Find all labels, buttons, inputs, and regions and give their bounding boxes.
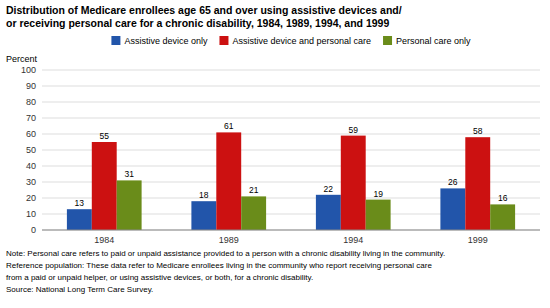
bar	[67, 209, 92, 230]
legend-swatch	[111, 36, 120, 45]
title: or receiving personal care for a chronic…	[6, 17, 389, 29]
bar	[216, 132, 241, 230]
bar	[341, 136, 366, 230]
grid-line	[42, 86, 540, 87]
y-tick-label: 60	[26, 129, 36, 139]
y-axis-label: Percent	[6, 54, 38, 64]
note: from a paid or unpaid helper, or using a…	[6, 273, 313, 282]
data-labels: 13 18 22 26 55 61 59 58 31 21 19 16	[75, 121, 508, 208]
legend: Assistive device only Assistive device an…	[111, 36, 471, 46]
x-tick-label: 1999	[468, 235, 488, 245]
bar	[191, 201, 216, 230]
note: Source: National Long Term Care Survey.	[6, 285, 153, 294]
grid-line	[42, 118, 540, 119]
grid	[42, 70, 540, 230]
bar	[440, 188, 465, 230]
y-tick-label: 70	[26, 113, 36, 123]
bar	[92, 142, 117, 230]
x-tick-label: 1984	[94, 235, 114, 245]
data-label: 16	[498, 193, 508, 203]
note: Reference population: These data refer t…	[6, 261, 432, 270]
title: Distribution of Medicare enrollees age 6…	[6, 4, 402, 16]
data-label: 21	[249, 185, 259, 195]
data-label: 31	[124, 169, 134, 179]
x-axis-line	[42, 230, 540, 231]
legend-label: Assistive device only	[124, 36, 208, 46]
y-tick-label: 20	[26, 193, 36, 203]
y-tick-label: 50	[26, 145, 36, 155]
data-label: 19	[373, 189, 383, 199]
data-label: 58	[473, 126, 483, 136]
data-label: 59	[349, 125, 359, 135]
y-tick-label: 30	[26, 177, 36, 187]
y-tick-label: 90	[26, 81, 36, 91]
chart: Distribution of Medicare enrollees age 6…	[0, 0, 550, 308]
x-tick-label: 1994	[343, 235, 363, 245]
bar	[241, 196, 266, 230]
grid-line	[42, 102, 540, 103]
y-tick-label: 0	[31, 225, 36, 235]
note: Note: Personal care refers to paid or un…	[6, 249, 445, 258]
y-tick-label: 80	[26, 97, 36, 107]
grid-line	[42, 70, 540, 71]
y-tick-label: 10	[26, 209, 36, 219]
bar	[490, 204, 515, 230]
bar	[316, 195, 341, 230]
bars	[67, 132, 515, 230]
data-label: 26	[448, 177, 458, 187]
grid-line	[42, 230, 540, 231]
data-label: 22	[324, 184, 334, 194]
data-label: 61	[224, 121, 234, 131]
bar	[366, 200, 391, 230]
data-label: 55	[100, 131, 110, 141]
bar	[117, 180, 142, 230]
data-label: 18	[199, 190, 209, 200]
y-tick-label: 40	[26, 161, 36, 171]
data-label: 13	[75, 198, 85, 208]
legend-label: Personal care only	[396, 36, 471, 46]
bar	[465, 137, 490, 230]
y-tick-label: 100	[21, 65, 36, 75]
grid-line	[42, 134, 540, 135]
legend-label: Assistive device and personal care	[232, 36, 371, 46]
x-tick-label: 1989	[219, 235, 239, 245]
legend-swatch	[219, 36, 228, 45]
legend-swatch	[383, 36, 392, 45]
